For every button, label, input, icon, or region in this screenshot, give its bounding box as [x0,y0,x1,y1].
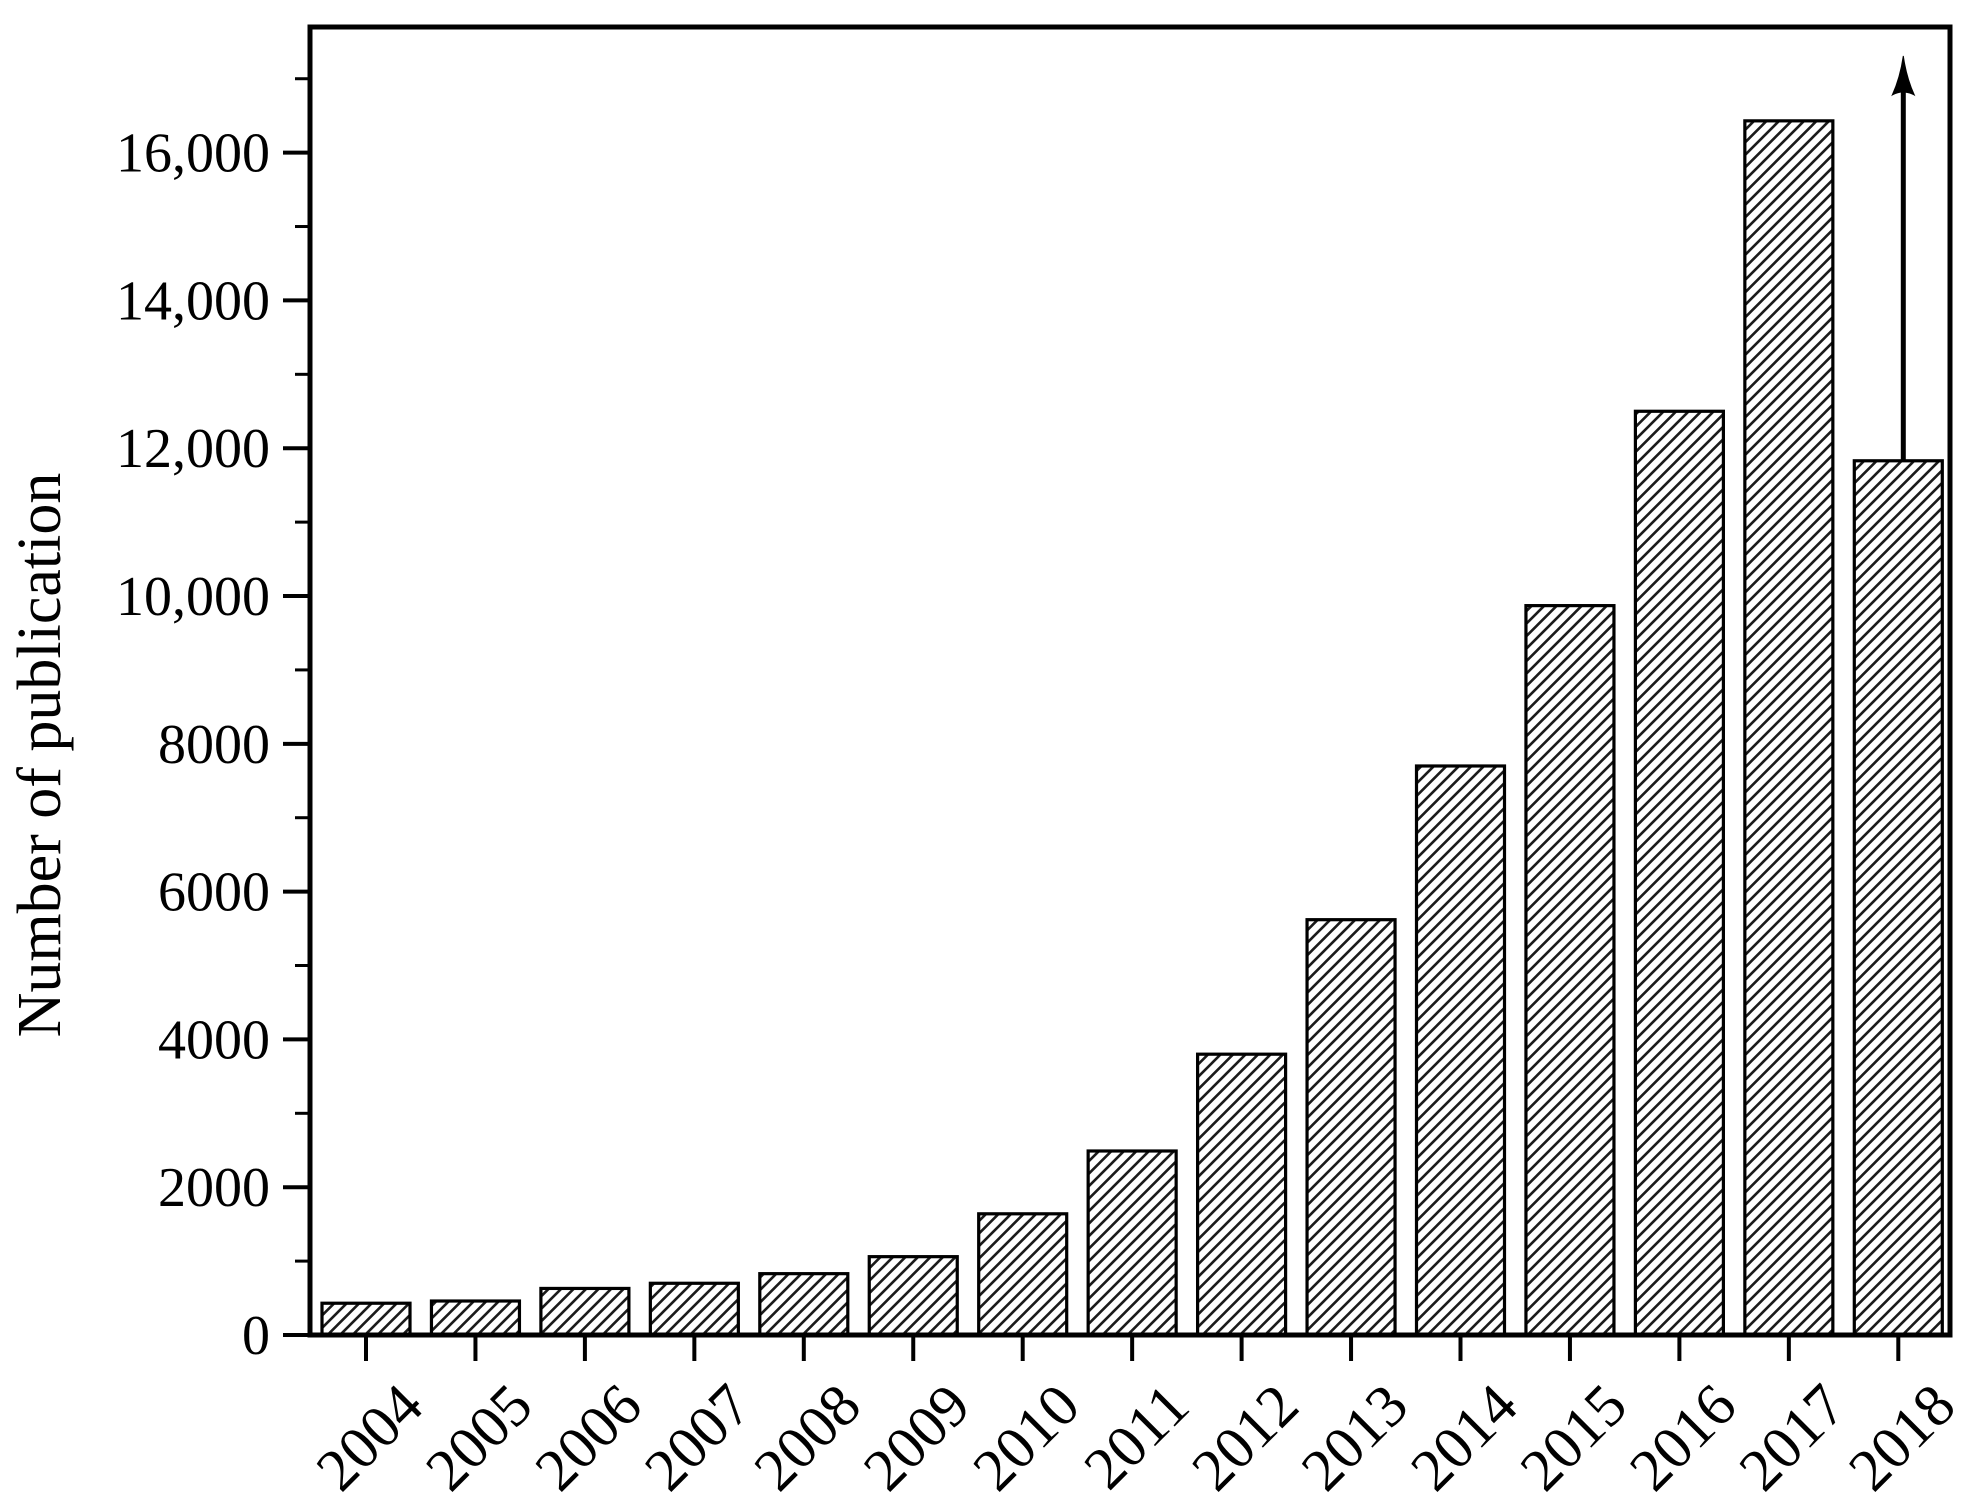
bar-2005 [429,1299,522,1337]
y-tick-label-14000: 14,000 [116,270,270,332]
bar-2006 [539,1286,631,1337]
bar-2004 [320,1301,412,1337]
y-axis-title: Number of publication [6,473,74,1038]
bar-2018 [1852,459,1944,1337]
bar-2013 [1305,918,1397,1337]
bar-2012 [1195,1052,1288,1337]
bar-2010 [977,1212,1069,1337]
increase-arrow-icon [1891,55,1916,461]
y-tick-label-10000: 10,000 [116,566,270,628]
bar-2007 [648,1281,740,1337]
bar-2017 [1743,119,1835,1337]
y-tick-label-2000: 2000 [158,1157,270,1219]
y-tick-label-16000: 16,000 [116,123,270,185]
plot-border [307,24,1953,1338]
y-tick-label-8000: 8000 [158,714,270,776]
bar-2009 [867,1255,959,1337]
bars-group [320,119,1944,1337]
y-tick-label-0: 0 [242,1305,270,1367]
bar-2015 [1524,604,1616,1337]
bar-2008 [758,1272,850,1337]
bar-2014 [1414,764,1507,1337]
y-axis-group: 0 2000 4000 6000 8000 10,000 12,000 14,000 16,00… [116,77,310,1367]
bar-2016 [1633,409,1726,1337]
y-tick-label-12000: 12,000 [116,418,270,480]
bar-2011 [1086,1149,1178,1337]
y-tick-label-4000: 4000 [158,1009,270,1071]
y-tick-label-6000: 6000 [158,862,270,924]
